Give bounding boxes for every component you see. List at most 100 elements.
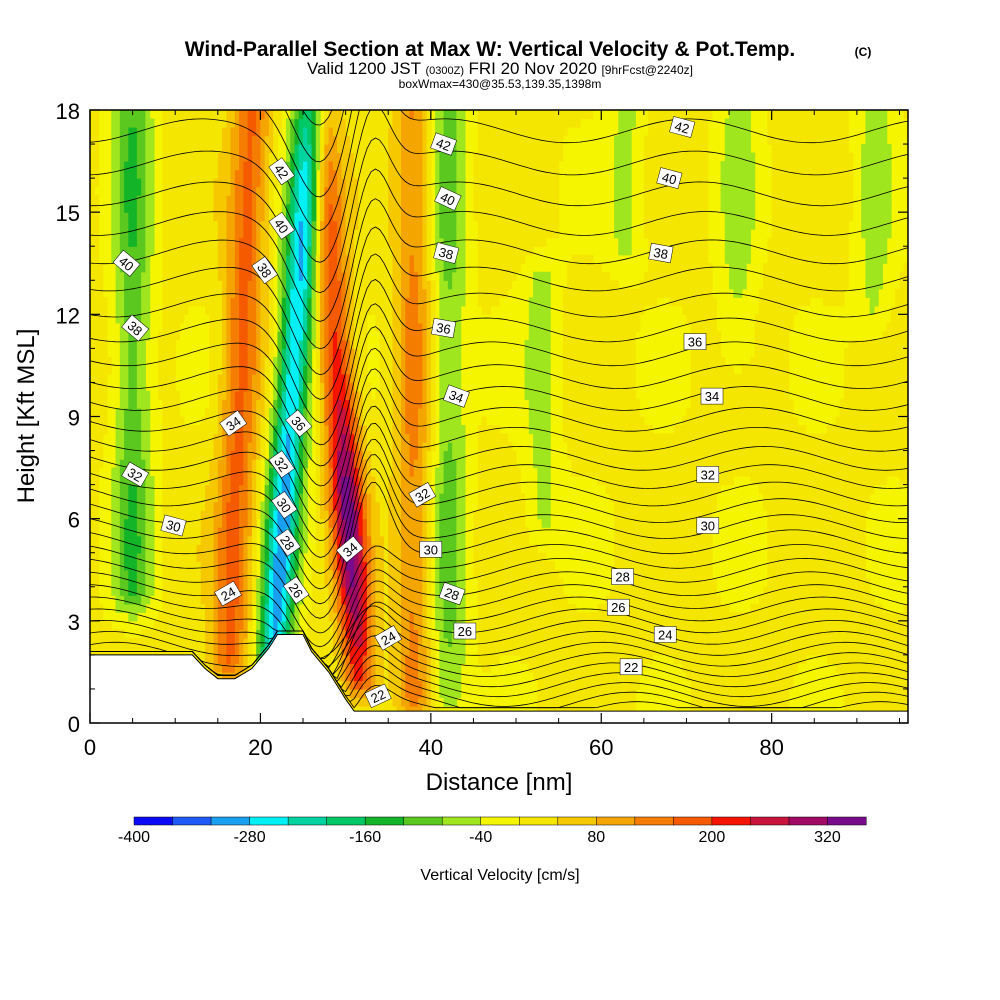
- velocity-cell: [337, 186, 342, 196]
- velocity-cell: [285, 561, 291, 571]
- velocity-cell: [273, 467, 279, 477]
- velocity-cell: [179, 493, 185, 503]
- velocity-cell: [94, 527, 100, 537]
- velocity-cell: [115, 510, 121, 520]
- velocity-cell: [277, 365, 283, 375]
- velocity-cell: [260, 578, 266, 588]
- velocity-cell: [358, 688, 364, 699]
- velocity-cell: [337, 416, 342, 426]
- velocity-cell: [422, 561, 428, 571]
- velocity-cell: [183, 280, 189, 290]
- velocity-cell: [294, 169, 300, 179]
- velocity-cell: [205, 595, 210, 605]
- velocity-cell: [362, 578, 368, 588]
- velocity-cell: [234, 237, 240, 247]
- velocity-cell: [128, 178, 134, 188]
- velocity-cell: [239, 322, 244, 332]
- velocity-cell: [136, 314, 142, 324]
- velocity-cell: [128, 484, 134, 494]
- velocity-cell: [413, 433, 419, 443]
- velocity-cell: [90, 220, 95, 230]
- velocity-cell: [205, 578, 210, 588]
- velocity-cell: [383, 229, 389, 239]
- velocity-cell: [337, 203, 342, 213]
- velocity-cell: [401, 348, 406, 358]
- velocity-cell: [268, 476, 274, 486]
- velocity-cell: [320, 544, 325, 554]
- velocity-cell: [175, 263, 181, 273]
- velocity-cell: [187, 637, 193, 647]
- velocity-cell: [345, 152, 351, 162]
- velocity-cell: [358, 331, 364, 341]
- velocity-cell: [285, 373, 291, 384]
- velocity-cell: [324, 518, 330, 528]
- velocity-cell: [413, 612, 419, 622]
- velocity-cell: [413, 152, 419, 162]
- velocity-cell: [422, 510, 428, 520]
- velocity-cell: [222, 254, 227, 264]
- velocity-cell: [217, 373, 223, 384]
- velocity-cell: [358, 365, 364, 375]
- velocity-cell: [119, 331, 125, 341]
- velocity-cell: [217, 203, 223, 213]
- velocity-cell: [217, 450, 223, 460]
- velocity-cell: [179, 450, 185, 460]
- velocity-cell: [371, 280, 377, 290]
- velocity-cell: [243, 314, 249, 324]
- velocity-cell: [409, 603, 415, 613]
- velocity-cell: [179, 314, 185, 324]
- velocity-cell: [119, 407, 125, 418]
- velocity-cell: [298, 348, 304, 358]
- velocity-cell: [383, 697, 389, 707]
- velocity-cell: [239, 646, 244, 656]
- velocity-cell: [307, 390, 313, 401]
- velocity-cell: [222, 527, 227, 537]
- velocity-cell: [409, 467, 415, 477]
- velocity-cell: [383, 459, 389, 469]
- velocity-cell: [375, 390, 381, 401]
- velocity-cell: [119, 459, 125, 469]
- velocity-cell: [328, 254, 334, 264]
- velocity-cell: [268, 348, 274, 358]
- velocity-cell: [349, 110, 355, 120]
- velocity-cell: [192, 535, 198, 545]
- velocity-cell: [264, 476, 270, 486]
- velocity-cell: [337, 169, 342, 179]
- velocity-cell: [332, 442, 338, 452]
- velocity-cell: [247, 237, 253, 247]
- velocity-cell: [209, 365, 215, 375]
- velocity-cell: [247, 356, 253, 367]
- velocity-cell: [328, 637, 334, 647]
- velocity-cell: [187, 620, 193, 630]
- velocity-cell: [217, 433, 223, 443]
- velocity-cell: [230, 671, 236, 682]
- velocity-cell: [324, 271, 330, 281]
- velocity-cell: [320, 348, 325, 358]
- velocity-cell: [90, 144, 95, 154]
- velocity-cell: [234, 220, 240, 230]
- velocity-cell: [396, 161, 402, 171]
- velocity-cell: [128, 280, 134, 290]
- velocity-cell: [413, 339, 419, 349]
- velocity-cell: [337, 484, 342, 494]
- velocity-cell: [256, 178, 262, 188]
- velocity-cell: [119, 442, 125, 452]
- velocity-cell: [371, 203, 377, 213]
- velocity-cell: [205, 484, 210, 494]
- velocity-cell: [388, 680, 394, 690]
- velocity-cell: [422, 356, 428, 367]
- velocity-cell: [256, 654, 262, 665]
- velocity-cell: [247, 544, 253, 554]
- velocity-cell: [192, 110, 198, 120]
- velocity-cell: [281, 561, 287, 571]
- velocity-cell: [328, 433, 334, 443]
- velocity-cell: [213, 237, 219, 247]
- velocity-cell: [98, 382, 104, 392]
- velocity-cell: [418, 425, 423, 435]
- velocity-cell: [136, 535, 142, 545]
- velocity-cell: [247, 331, 253, 341]
- velocity-cell: [392, 169, 398, 179]
- velocity-cell: [222, 476, 227, 486]
- velocity-cell: [337, 135, 342, 145]
- velocity-cell: [422, 365, 428, 375]
